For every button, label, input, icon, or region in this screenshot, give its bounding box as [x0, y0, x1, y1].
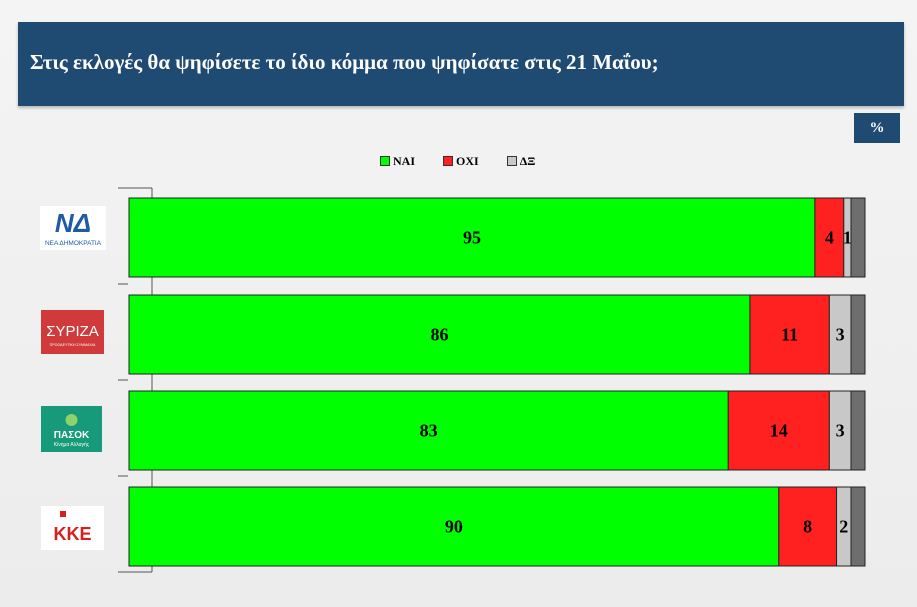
nd-logo-subtext: ΝΕΑ ΔΗΜΟΚΡΑΤΙΑ — [45, 240, 102, 247]
data-label: 14 — [770, 421, 788, 441]
unit-badge: % — [854, 113, 900, 143]
kke-logo-mark: ΚΚΕ — [53, 524, 91, 544]
legend-item-no: ΟΧΙ — [443, 154, 479, 169]
bar-end-stub — [850, 390, 866, 471]
pasok-sun-icon — [65, 414, 78, 426]
pasok-logo-subtext: Κίνημα Αλλαγής — [54, 441, 90, 448]
nd-logo: ΝΔ ΝΕΑ ΔΗΜΟΚΡΑΤΙΑ — [40, 206, 106, 250]
data-label: 8 — [803, 517, 812, 537]
kke-logo: ΚΚΕ — [41, 506, 104, 550]
legend-label-yes: ΝΑΙ — [393, 153, 416, 168]
kke-star-icon — [60, 511, 66, 517]
legend-item-yes: ΝΑΙ — [380, 154, 415, 169]
data-label: 3 — [836, 325, 845, 345]
syriza-logo: ΣΥΡΙΖΑ ΠΡΟΟΔΕΥΤΙΚΗ ΣΥΜΜΑΧΙΑ — [41, 310, 104, 354]
bar-segment-yes — [128, 197, 816, 278]
bar-segment-yes — [128, 390, 729, 471]
legend-label-dk: ΔΞ — [519, 153, 536, 168]
bar-segment-no — [749, 294, 830, 375]
legend-swatch-yes — [380, 156, 390, 166]
data-label: 4 — [825, 228, 834, 248]
data-label: 3 — [836, 421, 845, 441]
bar-segment-yes — [128, 294, 751, 375]
bar-segment-no — [727, 390, 830, 471]
data-label: 2 — [839, 517, 848, 537]
legend-swatch-dk — [506, 156, 517, 166]
bar-end-stub — [850, 486, 866, 567]
legend-label-no: ΟΧΙ — [456, 153, 479, 168]
data-label: 11 — [781, 325, 798, 345]
syriza-logo-subtext: ΠΡΟΟΔΕΥΤΙΚΗ ΣΥΜΜΑΧΙΑ — [50, 343, 96, 347]
pasok-logo-mark: ΠΑΣΟΚ — [54, 430, 90, 441]
bar-segment-yes — [128, 486, 780, 567]
data-label: 90 — [445, 517, 463, 537]
syriza-logo-mark: ΣΥΡΙΖΑ — [46, 323, 99, 340]
page-title: Στις εκλογές θα ψηφίσετε το ίδιο κόμμα π… — [30, 50, 659, 74]
bar-end-stub — [850, 197, 866, 278]
data-label: 83 — [420, 421, 438, 441]
data-label: 1 — [843, 228, 852, 248]
legend-swatch-no — [443, 156, 454, 166]
nd-logo-mark: ΝΔ — [55, 208, 91, 238]
data-label: 86 — [430, 325, 448, 345]
legend-item-dk: ΔΞ — [506, 153, 536, 169]
chart-header: Στις εκλογές θα ψηφίσετε το ίδιο κόμμα π… — [18, 22, 904, 106]
data-label: 95 — [463, 228, 481, 248]
chart-legend: ΝΑΙ ΟΧΙ ΔΞ — [380, 152, 535, 170]
bar-segment-no — [778, 486, 838, 567]
pasok-logo: ΠΑΣΟΚ Κίνημα Αλλαγής — [41, 406, 102, 452]
bar-end-stub — [850, 294, 866, 375]
